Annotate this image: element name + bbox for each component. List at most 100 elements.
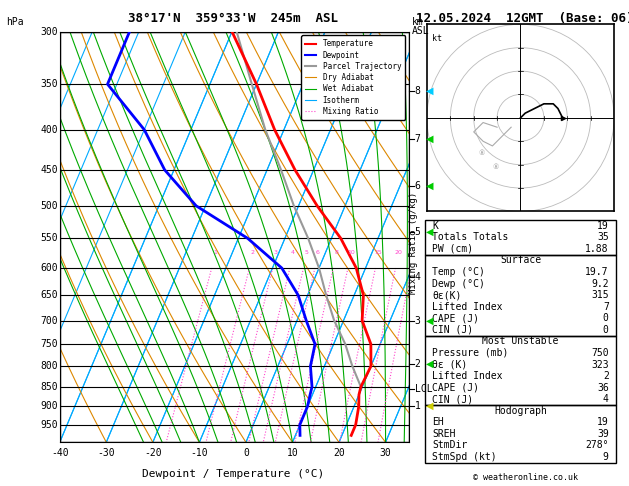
Text: -20: -20 xyxy=(144,449,162,458)
Text: 0: 0 xyxy=(603,325,609,335)
Text: Dewp (°C): Dewp (°C) xyxy=(432,278,485,289)
Text: θε (K): θε (K) xyxy=(432,360,467,369)
Text: ◀: ◀ xyxy=(426,316,434,326)
Text: Hodograph: Hodograph xyxy=(494,406,547,416)
Text: 5: 5 xyxy=(415,227,420,237)
Text: ⑧: ⑧ xyxy=(479,150,485,156)
Text: CAPE (J): CAPE (J) xyxy=(432,382,479,393)
Text: Mixing Ratio (g/kg): Mixing Ratio (g/kg) xyxy=(409,192,418,294)
Text: StmSpd (kt): StmSpd (kt) xyxy=(432,452,497,462)
Text: 1: 1 xyxy=(415,401,420,411)
Text: 6: 6 xyxy=(316,250,320,255)
Text: 3: 3 xyxy=(415,316,420,326)
Text: -10: -10 xyxy=(191,449,208,458)
Text: hPa: hPa xyxy=(6,17,24,27)
Text: 8: 8 xyxy=(415,86,420,96)
Text: Totals Totals: Totals Totals xyxy=(432,232,509,243)
Text: km: km xyxy=(412,17,424,27)
Text: PW (cm): PW (cm) xyxy=(432,244,474,254)
Text: 0: 0 xyxy=(243,449,249,458)
Text: ◀: ◀ xyxy=(426,227,434,237)
Text: 5: 5 xyxy=(304,250,309,255)
Text: -30: -30 xyxy=(97,449,115,458)
Text: 850: 850 xyxy=(40,382,58,392)
Bar xyxy=(425,405,616,463)
Text: ASL: ASL xyxy=(412,26,430,36)
Text: 315: 315 xyxy=(591,290,609,300)
Text: 35: 35 xyxy=(597,232,609,243)
Text: 400: 400 xyxy=(40,125,58,135)
Text: ◀: ◀ xyxy=(426,359,434,369)
Text: K: K xyxy=(432,221,438,231)
Text: 0: 0 xyxy=(603,313,609,323)
Text: 20: 20 xyxy=(333,449,345,458)
Text: 2: 2 xyxy=(251,250,255,255)
Text: 700: 700 xyxy=(40,315,58,326)
Text: 19: 19 xyxy=(597,417,609,427)
Text: 550: 550 xyxy=(40,233,58,243)
Text: 1.88: 1.88 xyxy=(585,244,609,254)
Text: 9: 9 xyxy=(603,452,609,462)
Text: 750: 750 xyxy=(40,339,58,349)
Text: 1: 1 xyxy=(213,250,217,255)
Text: 350: 350 xyxy=(40,79,58,89)
Text: 19.7: 19.7 xyxy=(585,267,609,277)
Text: SREH: SREH xyxy=(432,429,456,439)
Text: Most Unstable: Most Unstable xyxy=(482,336,559,347)
Text: 20: 20 xyxy=(394,250,402,255)
Text: 2: 2 xyxy=(415,359,420,369)
Text: Lifted Index: Lifted Index xyxy=(432,371,503,381)
Text: CIN (J): CIN (J) xyxy=(432,325,474,335)
Text: 650: 650 xyxy=(40,290,58,300)
Text: 39: 39 xyxy=(597,429,609,439)
Text: CIN (J): CIN (J) xyxy=(432,394,474,404)
Text: 10: 10 xyxy=(287,449,298,458)
Text: 323: 323 xyxy=(591,360,609,369)
Bar xyxy=(425,336,616,405)
Text: ⑧: ⑧ xyxy=(493,164,499,170)
Text: 10: 10 xyxy=(347,250,355,255)
Text: 9.2: 9.2 xyxy=(591,278,609,289)
Text: 4: 4 xyxy=(415,272,420,282)
Text: 278°: 278° xyxy=(585,440,609,451)
Text: θε(K): θε(K) xyxy=(432,290,462,300)
Text: StmDir: StmDir xyxy=(432,440,467,451)
Text: 36: 36 xyxy=(597,382,609,393)
Text: 750: 750 xyxy=(591,348,609,358)
Text: -40: -40 xyxy=(51,449,69,458)
Text: 7: 7 xyxy=(415,134,420,144)
Text: © weatheronline.co.uk: © weatheronline.co.uk xyxy=(473,473,577,482)
Text: 3: 3 xyxy=(274,250,278,255)
Text: 600: 600 xyxy=(40,263,58,273)
Text: Lifted Index: Lifted Index xyxy=(432,302,503,312)
Text: 7: 7 xyxy=(603,302,609,312)
Text: ◀: ◀ xyxy=(426,86,434,96)
Text: ◀: ◀ xyxy=(426,134,434,144)
Text: Pressure (mb): Pressure (mb) xyxy=(432,348,509,358)
Text: 12.05.2024  12GMT  (Base: 06): 12.05.2024 12GMT (Base: 06) xyxy=(416,12,629,25)
Text: 15: 15 xyxy=(374,250,382,255)
Text: 500: 500 xyxy=(40,201,58,211)
Text: 800: 800 xyxy=(40,361,58,371)
Text: CAPE (J): CAPE (J) xyxy=(432,313,479,323)
Text: 38°17'N  359°33'W  245m  ASL: 38°17'N 359°33'W 245m ASL xyxy=(128,12,338,25)
Text: 30: 30 xyxy=(380,449,391,458)
Text: ◀: ◀ xyxy=(426,181,434,191)
Text: 2: 2 xyxy=(603,371,609,381)
Text: Surface: Surface xyxy=(500,256,541,265)
Text: ◀: ◀ xyxy=(426,401,434,411)
Text: 900: 900 xyxy=(40,401,58,411)
Text: kt: kt xyxy=(431,34,442,43)
Text: 8: 8 xyxy=(335,250,338,255)
Legend: Temperature, Dewpoint, Parcel Trajectory, Dry Adiabat, Wet Adiabat, Isotherm, Mi: Temperature, Dewpoint, Parcel Trajectory… xyxy=(301,35,405,120)
Text: 4: 4 xyxy=(603,394,609,404)
Text: EH: EH xyxy=(432,417,444,427)
Text: 450: 450 xyxy=(40,165,58,175)
Text: 4: 4 xyxy=(291,250,295,255)
Text: 6: 6 xyxy=(415,181,420,191)
Bar xyxy=(425,220,616,255)
Text: 950: 950 xyxy=(40,420,58,430)
Text: 300: 300 xyxy=(40,27,58,36)
Text: 19: 19 xyxy=(597,221,609,231)
Text: Temp (°C): Temp (°C) xyxy=(432,267,485,277)
